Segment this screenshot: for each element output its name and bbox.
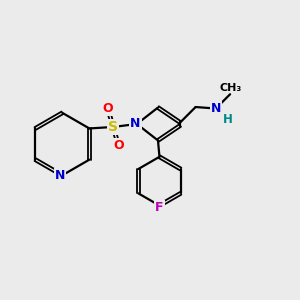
Text: N: N bbox=[55, 169, 65, 182]
Text: O: O bbox=[113, 139, 124, 152]
Text: F: F bbox=[155, 201, 164, 214]
Text: CH₃: CH₃ bbox=[219, 83, 242, 93]
Text: S: S bbox=[108, 120, 118, 134]
Text: N: N bbox=[211, 102, 221, 115]
Text: N: N bbox=[130, 118, 141, 130]
Text: H: H bbox=[224, 113, 233, 126]
Text: O: O bbox=[103, 102, 113, 115]
